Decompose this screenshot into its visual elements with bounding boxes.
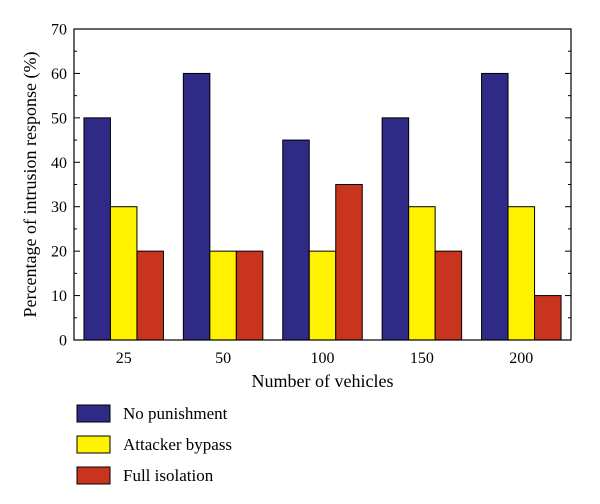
bar-attacker-bypass-150 bbox=[408, 206, 436, 341]
bar-attacker-bypass-50 bbox=[209, 250, 237, 341]
x-tick-label-100: 100 bbox=[311, 350, 335, 367]
y-tick-label-70: 70 bbox=[51, 22, 67, 39]
bar-no-punishment-150 bbox=[381, 117, 410, 341]
x-axis-title: Number of vehicles bbox=[252, 371, 394, 391]
legend-label-full-isolation: Full isolation bbox=[123, 466, 214, 485]
legend-swatch-full-isolation bbox=[76, 466, 111, 485]
legend-swatch-attacker-bypass bbox=[76, 435, 111, 454]
bar-no-punishment-200 bbox=[481, 72, 509, 341]
y-tick-label-0: 0 bbox=[59, 333, 67, 350]
legend-swatch-no-punishment bbox=[76, 404, 111, 423]
bar-full-isolation-100 bbox=[335, 184, 363, 341]
y-tick-label-30: 30 bbox=[51, 199, 67, 216]
bar-full-isolation-200 bbox=[534, 295, 562, 341]
bar-full-isolation-50 bbox=[235, 250, 264, 341]
y-tick-label-60: 60 bbox=[51, 66, 67, 83]
legend: No punishment Attacker bypass Full isolati… bbox=[76, 404, 232, 485]
y-tick-label-20: 20 bbox=[51, 244, 67, 261]
x-tick-label-150: 150 bbox=[410, 350, 434, 367]
legend-label-no-punishment: No punishment bbox=[123, 404, 228, 423]
y-tick-label-10: 10 bbox=[51, 288, 67, 305]
x-tick-label-200: 200 bbox=[509, 350, 533, 367]
bars-layer bbox=[83, 72, 562, 341]
bar-full-isolation-150 bbox=[434, 250, 463, 341]
y-tick-label-40: 40 bbox=[51, 155, 67, 172]
bar-no-punishment-100 bbox=[282, 139, 310, 341]
bar-attacker-bypass-100 bbox=[308, 250, 337, 341]
bar-no-punishment-50 bbox=[182, 72, 211, 341]
x-tick-label-50: 50 bbox=[215, 350, 231, 367]
y-axis-title: Percentage of intrusion response (%) bbox=[20, 52, 41, 318]
bar-attacker-bypass-25 bbox=[109, 206, 138, 341]
ticks-layer: 0 10 20 30 40 50 60 70 25 50 100 150 200 bbox=[51, 22, 571, 367]
bar-attacker-bypass-200 bbox=[507, 206, 536, 341]
y-tick-label-50: 50 bbox=[51, 110, 67, 127]
bar-full-isolation-25 bbox=[136, 250, 164, 341]
bar-no-punishment-25 bbox=[83, 117, 111, 341]
legend-label-attacker-bypass: Attacker bypass bbox=[123, 435, 232, 454]
x-tick-label-25: 25 bbox=[116, 350, 132, 367]
